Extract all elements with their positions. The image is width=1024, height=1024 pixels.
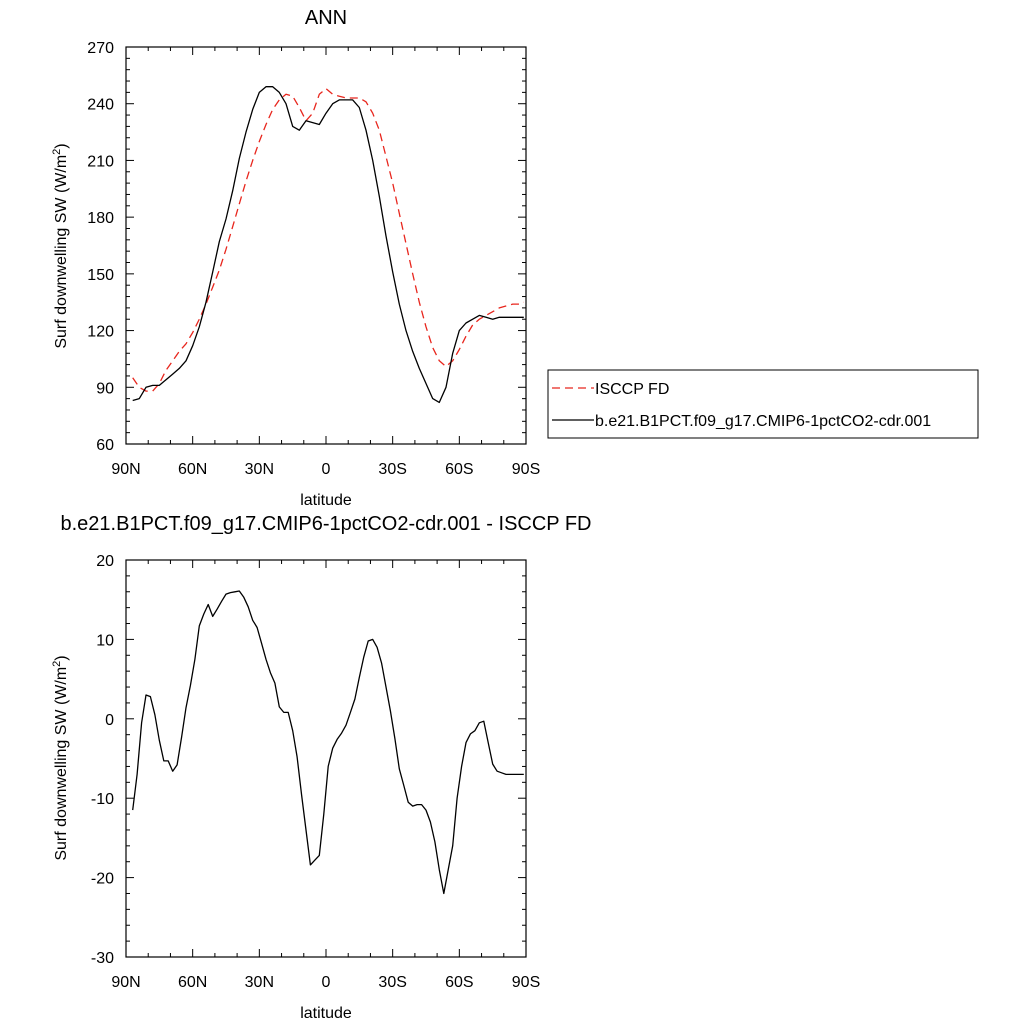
bottom-series-group (132, 590, 524, 895)
bottom-x-tick-label: 60N (178, 974, 207, 991)
top-y-tick-label: 180 (87, 210, 114, 227)
bottom-x-axis-label: latitude (300, 1005, 352, 1022)
top-y-tick-label: 210 (87, 153, 114, 170)
bottom-chart-title: b.e21.B1PCT.f09_g17.CMIP6-1pctCO2-cdr.00… (61, 513, 592, 535)
legend-label-obs: ISCCP FD (595, 381, 669, 398)
top-chart-title: ANN (305, 7, 347, 29)
top-x-tick-label: 60N (178, 461, 207, 478)
top-ticks: 90N 60N 30N 0 30S 60S 90S 60 90 120 150 180 210 240 27… (87, 40, 540, 478)
bottom-y-tick-label: 10 (96, 632, 114, 649)
bottom-x-tick-label: 90N (111, 974, 140, 991)
top-y-axis-label-sup: 2 (51, 149, 63, 155)
top-x-tick-label: 90N (111, 461, 140, 478)
top-y-axis-label-main: Surf downwelling SW (W/m (53, 155, 70, 349)
bottom-panel: b.e21.B1PCT.f09_g17.CMIP6-1pctCO2-cdr.00… (51, 513, 592, 1022)
top-y-axis-label: Surf downwelling SW (W/m2) (51, 143, 70, 348)
bottom-series-line-model (132, 590, 524, 895)
top-y-tick-label: 270 (87, 40, 114, 57)
bottom-x-tick-label: 30S (378, 974, 406, 991)
top-x-tick-label: 60S (445, 461, 473, 478)
bottom-y-tick-label: 20 (96, 553, 114, 570)
legend-label-model: b.e21.B1PCT.f09_g17.CMIP6-1pctCO2-cdr.00… (595, 413, 931, 430)
bottom-y-axis-label: Surf downwelling SW (W/m2) (51, 655, 70, 860)
top-x-tick-label: 30S (378, 461, 406, 478)
top-y-axis-label-suffix: ) (53, 143, 70, 148)
top-series-line-model (132, 86, 524, 404)
top-y-tick-label: 150 (87, 267, 114, 284)
top-y-tick-label: 90 (96, 380, 114, 397)
bottom-y-axis-label-sup: 2 (51, 661, 63, 667)
top-x-tick-label: 0 (322, 461, 331, 478)
bottom-x-tick-label: 90S (512, 974, 540, 991)
top-y-tick-label: 120 (87, 324, 114, 341)
top-x-tick-label: 90S (512, 461, 540, 478)
legend-box (547, 369, 979, 439)
top-y-tick-label: 240 (87, 97, 114, 114)
bottom-plot-frame (125, 559, 527, 958)
top-series-line-obs (132, 87, 525, 392)
top-y-tick-label: 60 (96, 437, 114, 454)
bottom-y-axis-label-main: Surf downwelling SW (W/m (53, 667, 70, 861)
bottom-x-tick-label: 0 (322, 974, 331, 991)
top-panel: ANN 90N 60N 30N 0 30S 60S 90S 60 90 120 150 180 210 2… (51, 7, 979, 509)
bottom-y-tick-label: -20 (91, 871, 114, 888)
top-x-tick-label: 30N (245, 461, 274, 478)
bottom-y-axis-label-suffix: ) (53, 655, 70, 660)
top-x-axis-label: latitude (300, 492, 352, 509)
bottom-y-tick-label: 0 (105, 712, 114, 729)
top-plot-frame (125, 46, 527, 445)
bottom-x-tick-label: 60S (445, 974, 473, 991)
legend: ISCCP FD b.e21.B1PCT.f09_g17.CMIP6-1pctC… (547, 369, 979, 439)
bottom-x-tick-label: 30N (245, 974, 274, 991)
bottom-y-tick-label: -10 (91, 791, 114, 808)
bottom-y-tick-label: -30 (91, 950, 114, 967)
bottom-ticks: 90N 60N 30N 0 30S 60S 90S -30 -20 -10 0 10 20 (91, 553, 540, 991)
top-series-group (132, 86, 525, 404)
